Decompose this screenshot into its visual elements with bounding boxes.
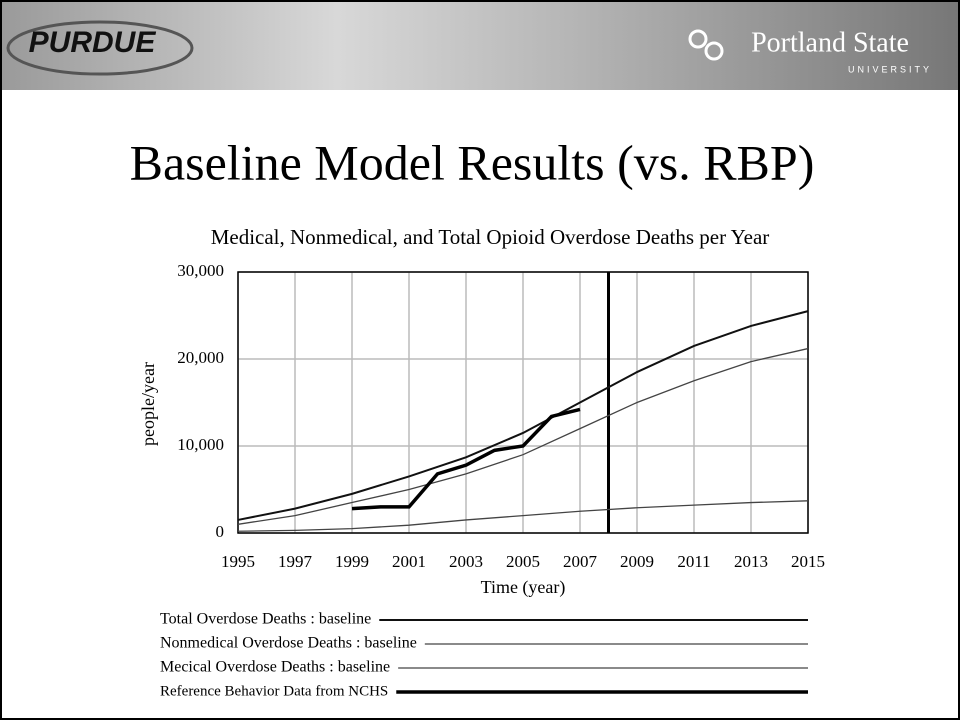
plot-frame	[237, 271, 809, 534]
x-axis-label: Time (year)	[481, 577, 566, 598]
slide-title: Baseline Model Results (vs. RBP)	[130, 134, 815, 190]
x-tick-label: 2003	[449, 552, 483, 571]
series-line	[351, 407, 581, 511]
x-tick-label: 2011	[677, 552, 710, 571]
series-line	[237, 347, 809, 525]
y-axis-label: people/year	[138, 362, 158, 446]
x-tick-label: 2001	[392, 552, 426, 571]
x-tick-label: 2005	[506, 552, 540, 571]
x-tick-label: 2015	[791, 552, 825, 571]
chart-title: Medical, Nonmedical, and Total Opioid Ov…	[211, 225, 770, 249]
x-tick-label: 1997	[278, 552, 313, 571]
x-tick-label: 1999	[335, 552, 369, 571]
x-tick-label: 2007	[563, 552, 598, 571]
y-tick-label: 0	[216, 522, 225, 541]
psu-icon	[688, 29, 724, 61]
legend-label: Mecical Overdose Deaths : baseline	[160, 659, 390, 676]
legend-label: Reference Behavior Data from NCHS	[160, 683, 388, 699]
right-logo-sub: UNIVERSITY	[848, 64, 932, 74]
y-tick-label: 20,000	[177, 348, 224, 367]
series-line	[237, 500, 809, 532]
series-line	[237, 310, 809, 521]
y-tick-label: 30,000	[177, 261, 224, 280]
left-logo: PURDUE	[29, 26, 157, 59]
header-band	[2, 2, 958, 90]
y-tick-label: 10,000	[177, 435, 224, 454]
x-tick-label: 2009	[620, 552, 654, 571]
x-tick-label: 2013	[734, 552, 768, 571]
right-logo: Portland State	[751, 27, 909, 58]
x-tick-label: 1995	[221, 552, 255, 571]
legend-label: Total Overdose Deaths : baseline	[160, 611, 371, 628]
legend-label: Nonmedical Overdose Deaths : baseline	[160, 635, 417, 652]
logo-swoosh	[6, 20, 194, 76]
